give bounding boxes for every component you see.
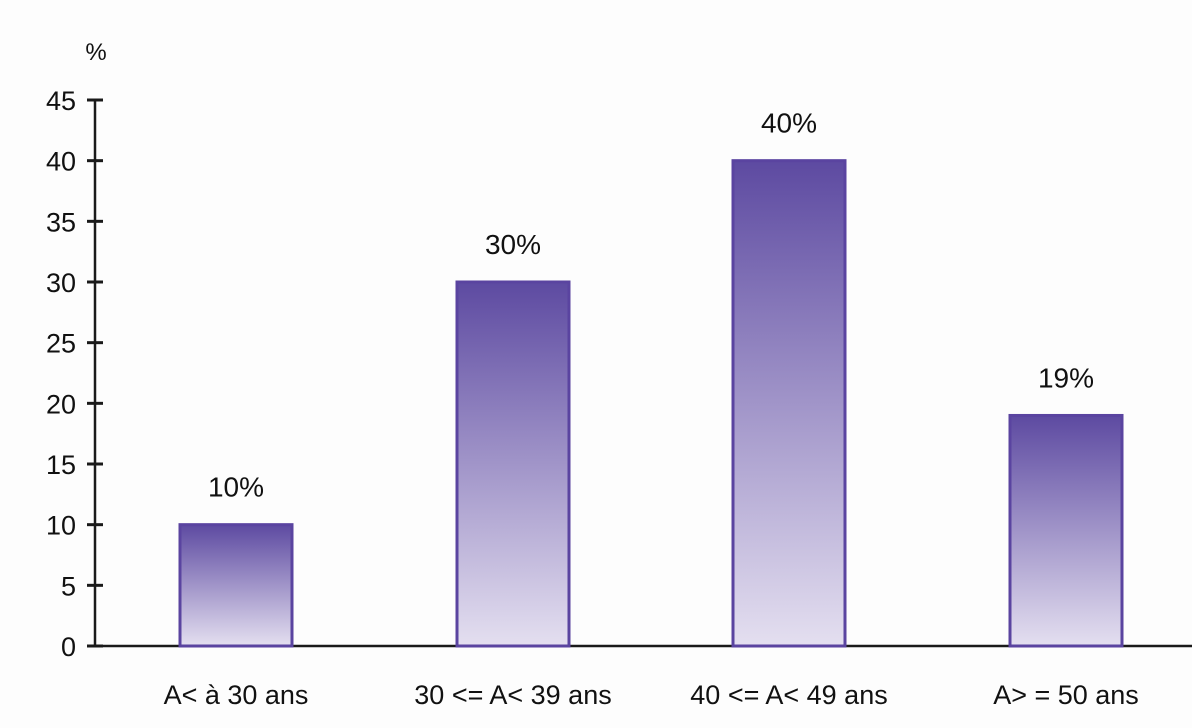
y-tick-label: 40	[46, 147, 76, 177]
bar-value-label: 40%	[761, 108, 817, 139]
bar-value-label: 10%	[208, 472, 264, 503]
y-tick-label: 10	[46, 511, 76, 541]
x-category-label: A> = 50 ans	[993, 680, 1139, 710]
y-tick-label: 15	[46, 450, 76, 480]
y-tick-label: 45	[46, 86, 76, 116]
bars-group	[178, 159, 1124, 648]
y-axis-unit-label: %	[85, 39, 106, 66]
x-category-label: A< à 30 ans	[164, 680, 309, 710]
labels-group: 10% A< à 30 ans 30% 30 <= A< 39 ans 40% 40 <=…	[164, 108, 1139, 710]
bar	[1008, 413, 1124, 648]
y-tick-label: 35	[46, 207, 76, 237]
x-category-label: 40 <= A< 49 ans	[690, 680, 887, 710]
bar	[731, 159, 847, 648]
y-tick-label: 25	[46, 329, 76, 359]
y-tick-label: 0	[61, 632, 76, 662]
x-category-label: 30 <= A< 39 ans	[414, 680, 611, 710]
y-tick-label: 30	[46, 268, 76, 298]
bar-value-label: 19%	[1038, 362, 1094, 393]
bar	[178, 523, 294, 648]
bar-value-label: 30%	[485, 229, 541, 260]
y-tick-label: 20	[46, 389, 76, 419]
y-tick-label: 5	[61, 571, 76, 601]
bar	[455, 280, 571, 648]
